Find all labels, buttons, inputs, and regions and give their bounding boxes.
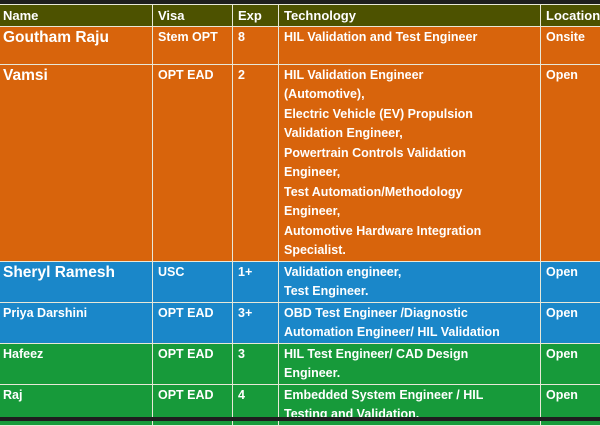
technology-line: Specialist. — [284, 241, 535, 261]
header-name: Name — [0, 5, 153, 27]
technology: HIL Validation Engineer(Automotive),Elec… — [279, 64, 541, 261]
visa-status: OPT EAD — [153, 302, 233, 343]
technology-line: HIL Validation Engineer — [284, 66, 535, 86]
technology-line: Test Engineer. — [284, 282, 535, 302]
header-exp: Exp — [233, 5, 279, 27]
technology: HIL Validation and Test Engineer — [279, 26, 541, 64]
candidate-name: Priya Darshini — [0, 302, 153, 343]
technology-line: (Automotive), — [284, 85, 535, 105]
technology-line: Engineer, — [284, 163, 535, 183]
table-header-row: Name Visa Exp Technology Location — [0, 5, 600, 27]
location: Open — [541, 343, 600, 384]
technology-line: Automotive Hardware Integration — [284, 222, 535, 242]
experience: 1+ — [233, 261, 279, 302]
technology-line: Embedded System Engineer / HIL — [284, 386, 535, 406]
header-location: Location — [541, 5, 600, 27]
technology-line: Powertrain Controls Validation — [284, 144, 535, 164]
technology-line: Test Automation/Methodology — [284, 183, 535, 203]
header-technology: Technology — [279, 5, 541, 27]
technology: Validation engineer,Test Engineer. — [279, 261, 541, 302]
candidates-table: Name Visa Exp Technology Location Goutha… — [0, 4, 600, 426]
candidate-name: Sheryl Ramesh — [0, 261, 153, 302]
technology-line: Engineer, — [284, 202, 535, 222]
visa-status: OPT EAD — [153, 343, 233, 384]
candidate-name: Goutham Raju — [0, 26, 153, 64]
technology-line: HIL Test Engineer/ CAD Design — [284, 345, 535, 365]
technology-line: Validation Engineer, — [284, 124, 535, 144]
location: Open — [541, 261, 600, 302]
technology-line: HIL Validation and Test Engineer — [284, 28, 535, 48]
visa-status: Stem OPT — [153, 26, 233, 64]
experience: 2 — [233, 64, 279, 261]
technology-line: Validation engineer, — [284, 263, 535, 283]
technology-line: Automation Engineer/ HIL Validation — [284, 323, 535, 343]
bottom-border — [0, 417, 600, 421]
header-visa: Visa — [153, 5, 233, 27]
technology-line: OBD Test Engineer /Diagnostic — [284, 304, 535, 324]
location: Open — [541, 64, 600, 261]
visa-status: OPT EAD — [153, 64, 233, 261]
candidate-name: Vamsi — [0, 64, 153, 261]
candidate-name: Hafeez — [0, 343, 153, 384]
location: Open — [541, 302, 600, 343]
technology-line: Testing and Validation. — [284, 405, 535, 425]
visa-status: USC — [153, 261, 233, 302]
technology-line: Electric Vehicle (EV) Propulsion — [284, 105, 535, 125]
location: Onsite — [541, 26, 600, 64]
experience: 3+ — [233, 302, 279, 343]
experience: 3 — [233, 343, 279, 384]
technology-line: Engineer. — [284, 364, 535, 384]
experience: 8 — [233, 26, 279, 64]
